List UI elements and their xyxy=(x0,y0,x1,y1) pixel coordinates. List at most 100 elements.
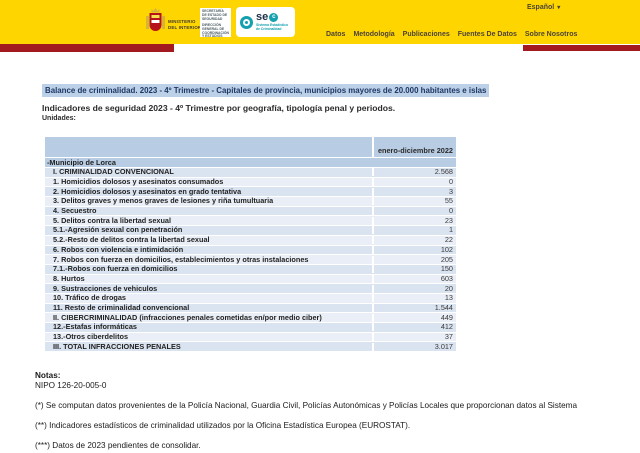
row-label: 10. Tráfico de drogas xyxy=(53,293,126,303)
row-value: 23 xyxy=(372,216,456,225)
table-row: 9. Sustracciones de vehiculos 20 xyxy=(45,284,456,294)
row-label: 5. Delitos contra la libertad sexual xyxy=(53,215,172,225)
nav-link[interactable]: Publicaciones xyxy=(402,31,450,38)
row-label: II. CIBERCRIMINALIDAD (infracciones pena… xyxy=(53,312,322,322)
table-header-period: enero-diciembre 2022 xyxy=(372,137,456,157)
table-row: 6. Robos con violencia e intimidación 10… xyxy=(45,244,456,256)
ministry-name-line1: MINISTERIO xyxy=(168,19,196,25)
ministry-logo[interactable]: MINISTERIO DEL INTERIOR xyxy=(146,7,201,42)
ministry-name: MINISTERIO DEL INTERIOR xyxy=(168,19,201,30)
notes-list: (*) Se computan datos provenientes de la… xyxy=(35,401,577,451)
table-row: I. CRIMINALIDAD CONVENCIONAL 2.568 xyxy=(45,168,456,178)
row-value: 0 xyxy=(372,178,456,187)
row-label: 11. Resto de criminalidad convencional xyxy=(53,302,190,312)
note-item: (*) Se computan datos provenientes de la… xyxy=(35,401,578,410)
ministry-name-line2: DEL INTERIOR xyxy=(168,24,202,30)
row-value: 449 xyxy=(372,313,456,322)
table-row: II. CIBERCRIMINALIDAD (infracciones pena… xyxy=(45,313,456,323)
report-subtitle: Indicadores de seguridad 2023 - 4º Trime… xyxy=(42,103,396,113)
row-label: 3. Delitos graves y menos graves de lesi… xyxy=(53,196,274,206)
row-value: 1 xyxy=(372,226,456,235)
table-row: 2. Homicidios dolosos y asesinatos en gr… xyxy=(45,186,456,198)
secretariat-line1: SECRETARÍA DE ESTADO DE SEGURIDAD xyxy=(202,9,228,21)
row-value: 603 xyxy=(372,274,456,283)
row-label: 4. Secuestro xyxy=(53,206,97,216)
page-title: Balance de criminalidad. 2023 - 4º Trime… xyxy=(42,84,490,97)
sec-word-se: se xyxy=(256,11,269,24)
table-row: 3. Delitos graves y menos graves de lesi… xyxy=(45,197,456,207)
header-accent-bar-left xyxy=(0,44,174,52)
row-value: 0 xyxy=(372,207,456,216)
table-row: 5. Delitos contra la libertad sexual 23 xyxy=(45,215,456,227)
row-value: 1.544 xyxy=(372,303,456,312)
row-label: 6. Robos con violencia e intimidación xyxy=(53,244,184,254)
row-value: 37 xyxy=(372,333,456,342)
row-label: 5.1.-Agresión sexual con penetración xyxy=(53,225,183,235)
row-value: 412 xyxy=(372,323,456,332)
row-label: 8. Hurtos xyxy=(53,273,85,283)
table-header-empty-cell xyxy=(45,137,372,157)
note-item: (**) Indicadores estadísticos de crimina… xyxy=(35,421,411,430)
row-value: 55 xyxy=(372,197,456,206)
table-row: 1. Homicidios dolosos y asesinatos consu… xyxy=(45,178,456,188)
header-accent-bar-right xyxy=(523,45,640,51)
crime-stats-table: enero-diciembre 2022 -Municipio de Lorca… xyxy=(45,137,456,353)
row-value: 22 xyxy=(372,236,456,245)
header-band xyxy=(0,0,640,44)
units-label: Unidades: xyxy=(42,115,76,122)
row-value: 102 xyxy=(372,245,456,254)
row-label: 9. Sustracciones de vehiculos xyxy=(53,283,158,293)
row-value: 205 xyxy=(372,255,456,264)
table-row: 4. Secuestro 0 xyxy=(45,207,456,217)
sec-wordmark: se c xyxy=(256,12,290,23)
table-body: I. CRIMINALIDAD CONVENCIONAL 2.568 1. Ho… xyxy=(45,168,456,353)
table-group-header: -Municipio de Lorca xyxy=(45,158,456,168)
row-label: 1. Homicidios dolosos y asesinatos consu… xyxy=(53,177,224,187)
row-value: 3 xyxy=(372,187,456,196)
language-label: Español xyxy=(527,4,555,11)
secretariat-box: SECRETARÍA DE ESTADO DE SEGURIDAD DIRECC… xyxy=(200,8,231,39)
table-row: 12.-Estafas informáticas 412 xyxy=(45,323,456,333)
row-value: 2.568 xyxy=(372,168,456,177)
table-row: 7. Robos con fuerza en domicilios, estab… xyxy=(45,255,456,265)
notes-title: Notas: xyxy=(35,371,61,380)
nav-link[interactable]: Sobre Nosotros xyxy=(524,31,578,38)
table-header-row: enero-diciembre 2022 xyxy=(45,137,456,158)
table-row: 11. Resto de criminalidad convencional 1… xyxy=(45,302,456,314)
row-value: 13 xyxy=(372,294,456,303)
row-value: 20 xyxy=(372,284,456,293)
spain-coat-of-arms-icon xyxy=(146,7,165,42)
row-label: 13.-Otros ciberdelitos xyxy=(53,332,129,342)
table-row: 8. Hurtos 603 xyxy=(45,273,456,285)
sec-logo[interactable]: se c Sistema Estadístico de Criminalidad xyxy=(236,7,295,37)
notes-section: Notas: NIPO 126-20-005-0 (*) Se computan… xyxy=(35,371,577,451)
nav-link[interactable]: Fuentes De Datos xyxy=(457,31,517,38)
row-label: 2. Homicidios dolosos y asesinatos en gr… xyxy=(53,186,242,196)
row-label: 5.2.-Resto de delitos contra la libertad… xyxy=(53,235,210,245)
language-selector[interactable]: Español ▾ xyxy=(527,4,560,11)
table-row: 7.1.-Robos con fuerza en domicilios 150 xyxy=(45,265,456,275)
sec-tagline: Sistema Estadístico de Criminalidad xyxy=(256,23,289,31)
table-row: III. TOTAL INFRACCIONES PENALES 3.017 xyxy=(45,341,456,353)
row-label: I. CRIMINALIDAD CONVENCIONAL xyxy=(53,167,174,177)
nav-link[interactable]: Metodología xyxy=(353,31,395,38)
table-row: 5.1.-Agresión sexual con penetración 1 xyxy=(45,226,456,236)
sec-ring-icon xyxy=(240,15,253,29)
note-item: (***) Datos de 2023 pendientes de consol… xyxy=(35,441,201,450)
sec-c-icon: c xyxy=(269,13,279,23)
table-row: 10. Tráfico de drogas 13 xyxy=(45,294,456,304)
chevron-down-icon: ▾ xyxy=(557,4,561,11)
row-label: III. TOTAL INFRACCIONES PENALES xyxy=(53,341,181,351)
table-row: 5.2.-Resto de delitos contra la libertad… xyxy=(45,236,456,246)
row-label: 7. Robos con fuerza en domicilios, estab… xyxy=(53,254,309,264)
nav-link[interactable]: Datos xyxy=(326,31,346,38)
row-label: 12.-Estafas informáticas xyxy=(53,322,137,332)
secretariat-line2: DIRECCIÓN GENERAL DE COORDINACIÓN Y ESTU… xyxy=(202,22,229,39)
row-value: 150 xyxy=(372,265,456,274)
row-value: 3.017 xyxy=(372,342,456,351)
nipo-code: NIPO 126-20-005-0 xyxy=(35,381,107,390)
table-row: 13.-Otros ciberdelitos 37 xyxy=(45,333,456,343)
row-label: 7.1.-Robos con fuerza en domicilios xyxy=(53,264,178,274)
main-nav: Datos Metodología Publicaciones Fuentes … xyxy=(326,31,577,38)
